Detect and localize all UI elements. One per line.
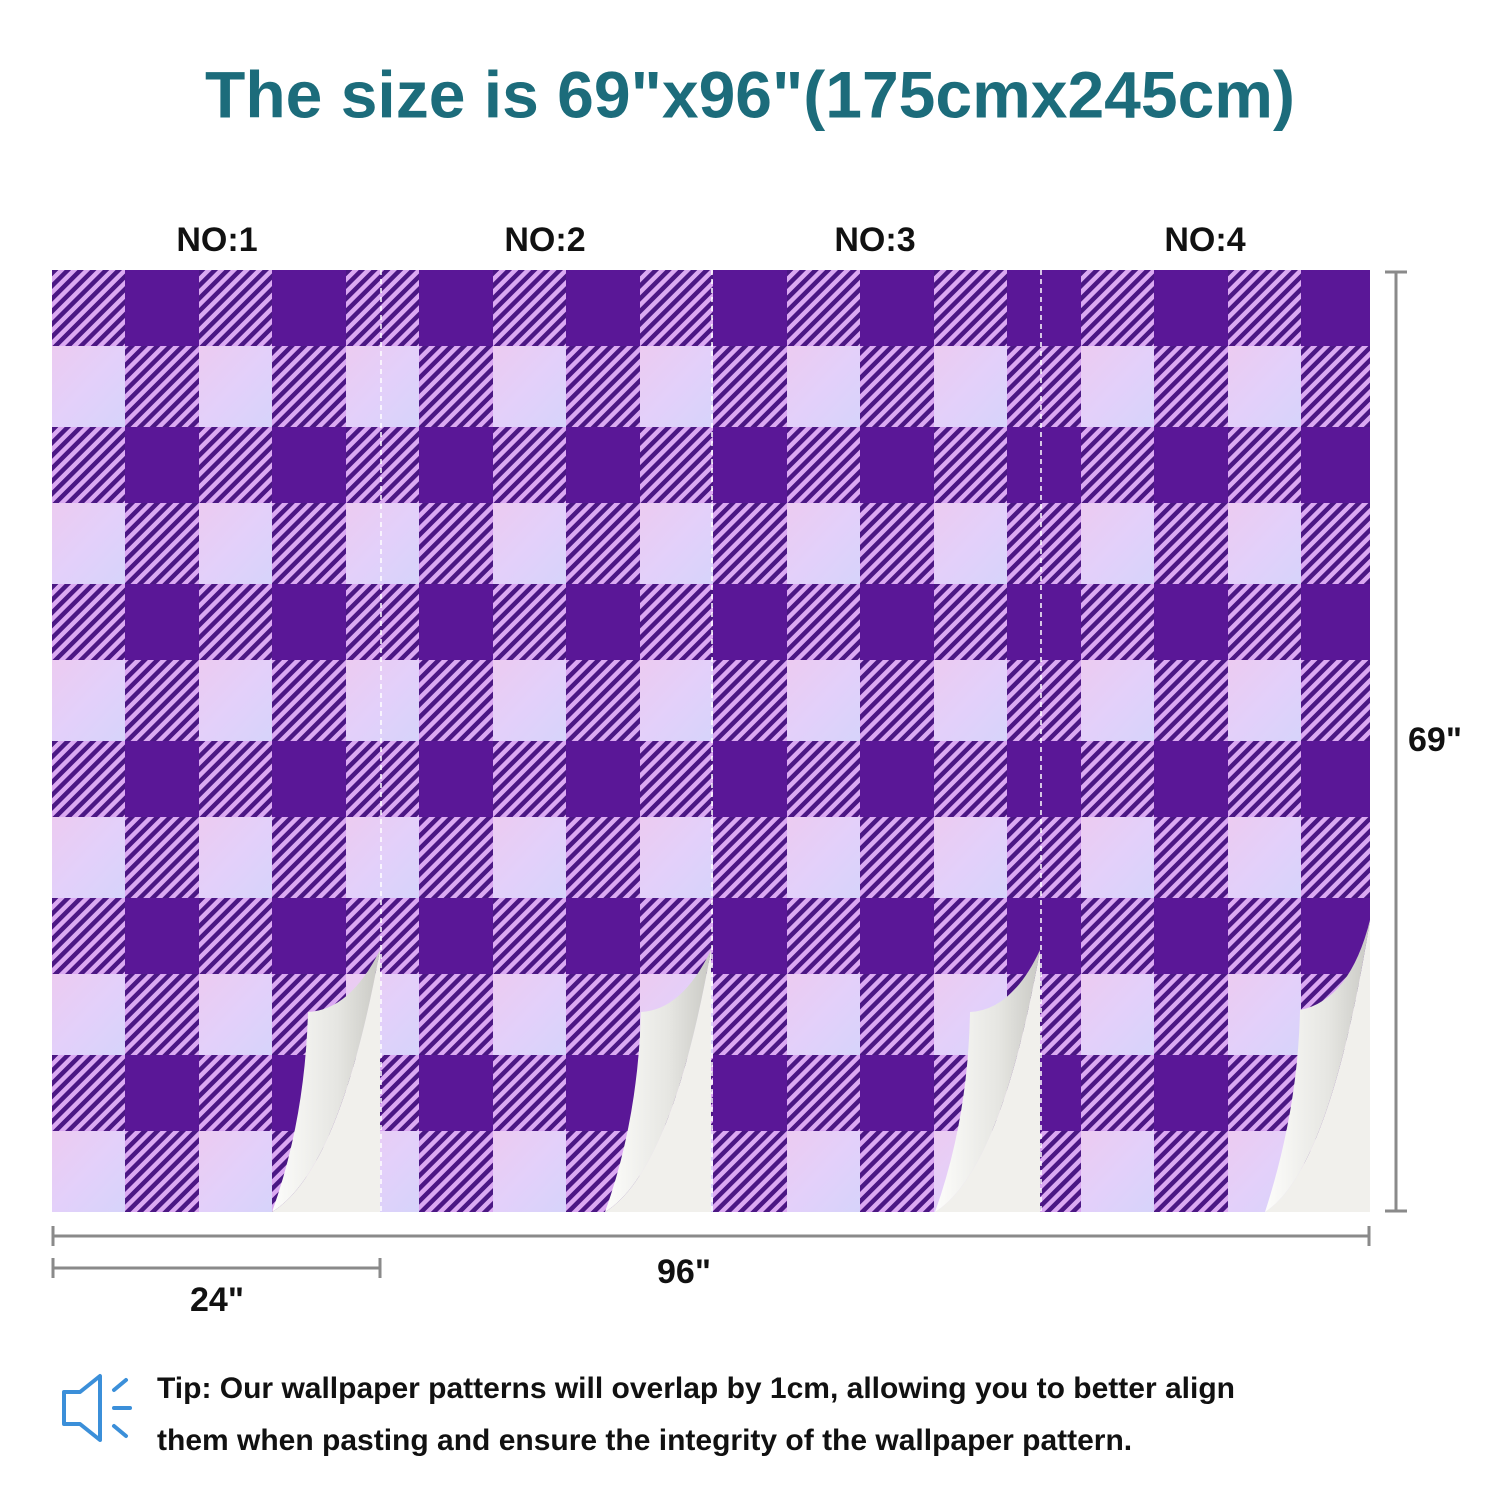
page-curl-shadow	[272, 950, 380, 1212]
wallpaper	[52, 270, 1370, 1212]
page-curl-shadow	[935, 950, 1040, 1212]
page-curl	[935, 950, 1040, 1212]
page-curl-shadow	[605, 950, 711, 1212]
page-curl	[1265, 920, 1370, 1212]
page-curl	[605, 950, 711, 1212]
page-curl-shadow	[1265, 920, 1370, 1212]
page-curl	[272, 950, 380, 1212]
panel-label: NO:1	[176, 221, 257, 259]
speaker-icon	[62, 1374, 132, 1442]
dimension-lines	[51, 270, 1407, 1278]
height-label: 69"	[1408, 721, 1462, 759]
tip-text: Tip: Our wallpaper patterns will overlap…	[157, 1372, 1235, 1405]
panel-label: NO:3	[834, 221, 915, 259]
tip-text: them when pasting and ensure the integri…	[157, 1424, 1132, 1457]
panel-width-label: 24"	[190, 1281, 244, 1319]
width-label: 96"	[657, 1253, 711, 1291]
panel-label: NO:2	[504, 221, 585, 259]
panel-label: NO:4	[1164, 221, 1245, 259]
title: The size is 69"x96"(175cmx245cm)	[205, 57, 1295, 131]
